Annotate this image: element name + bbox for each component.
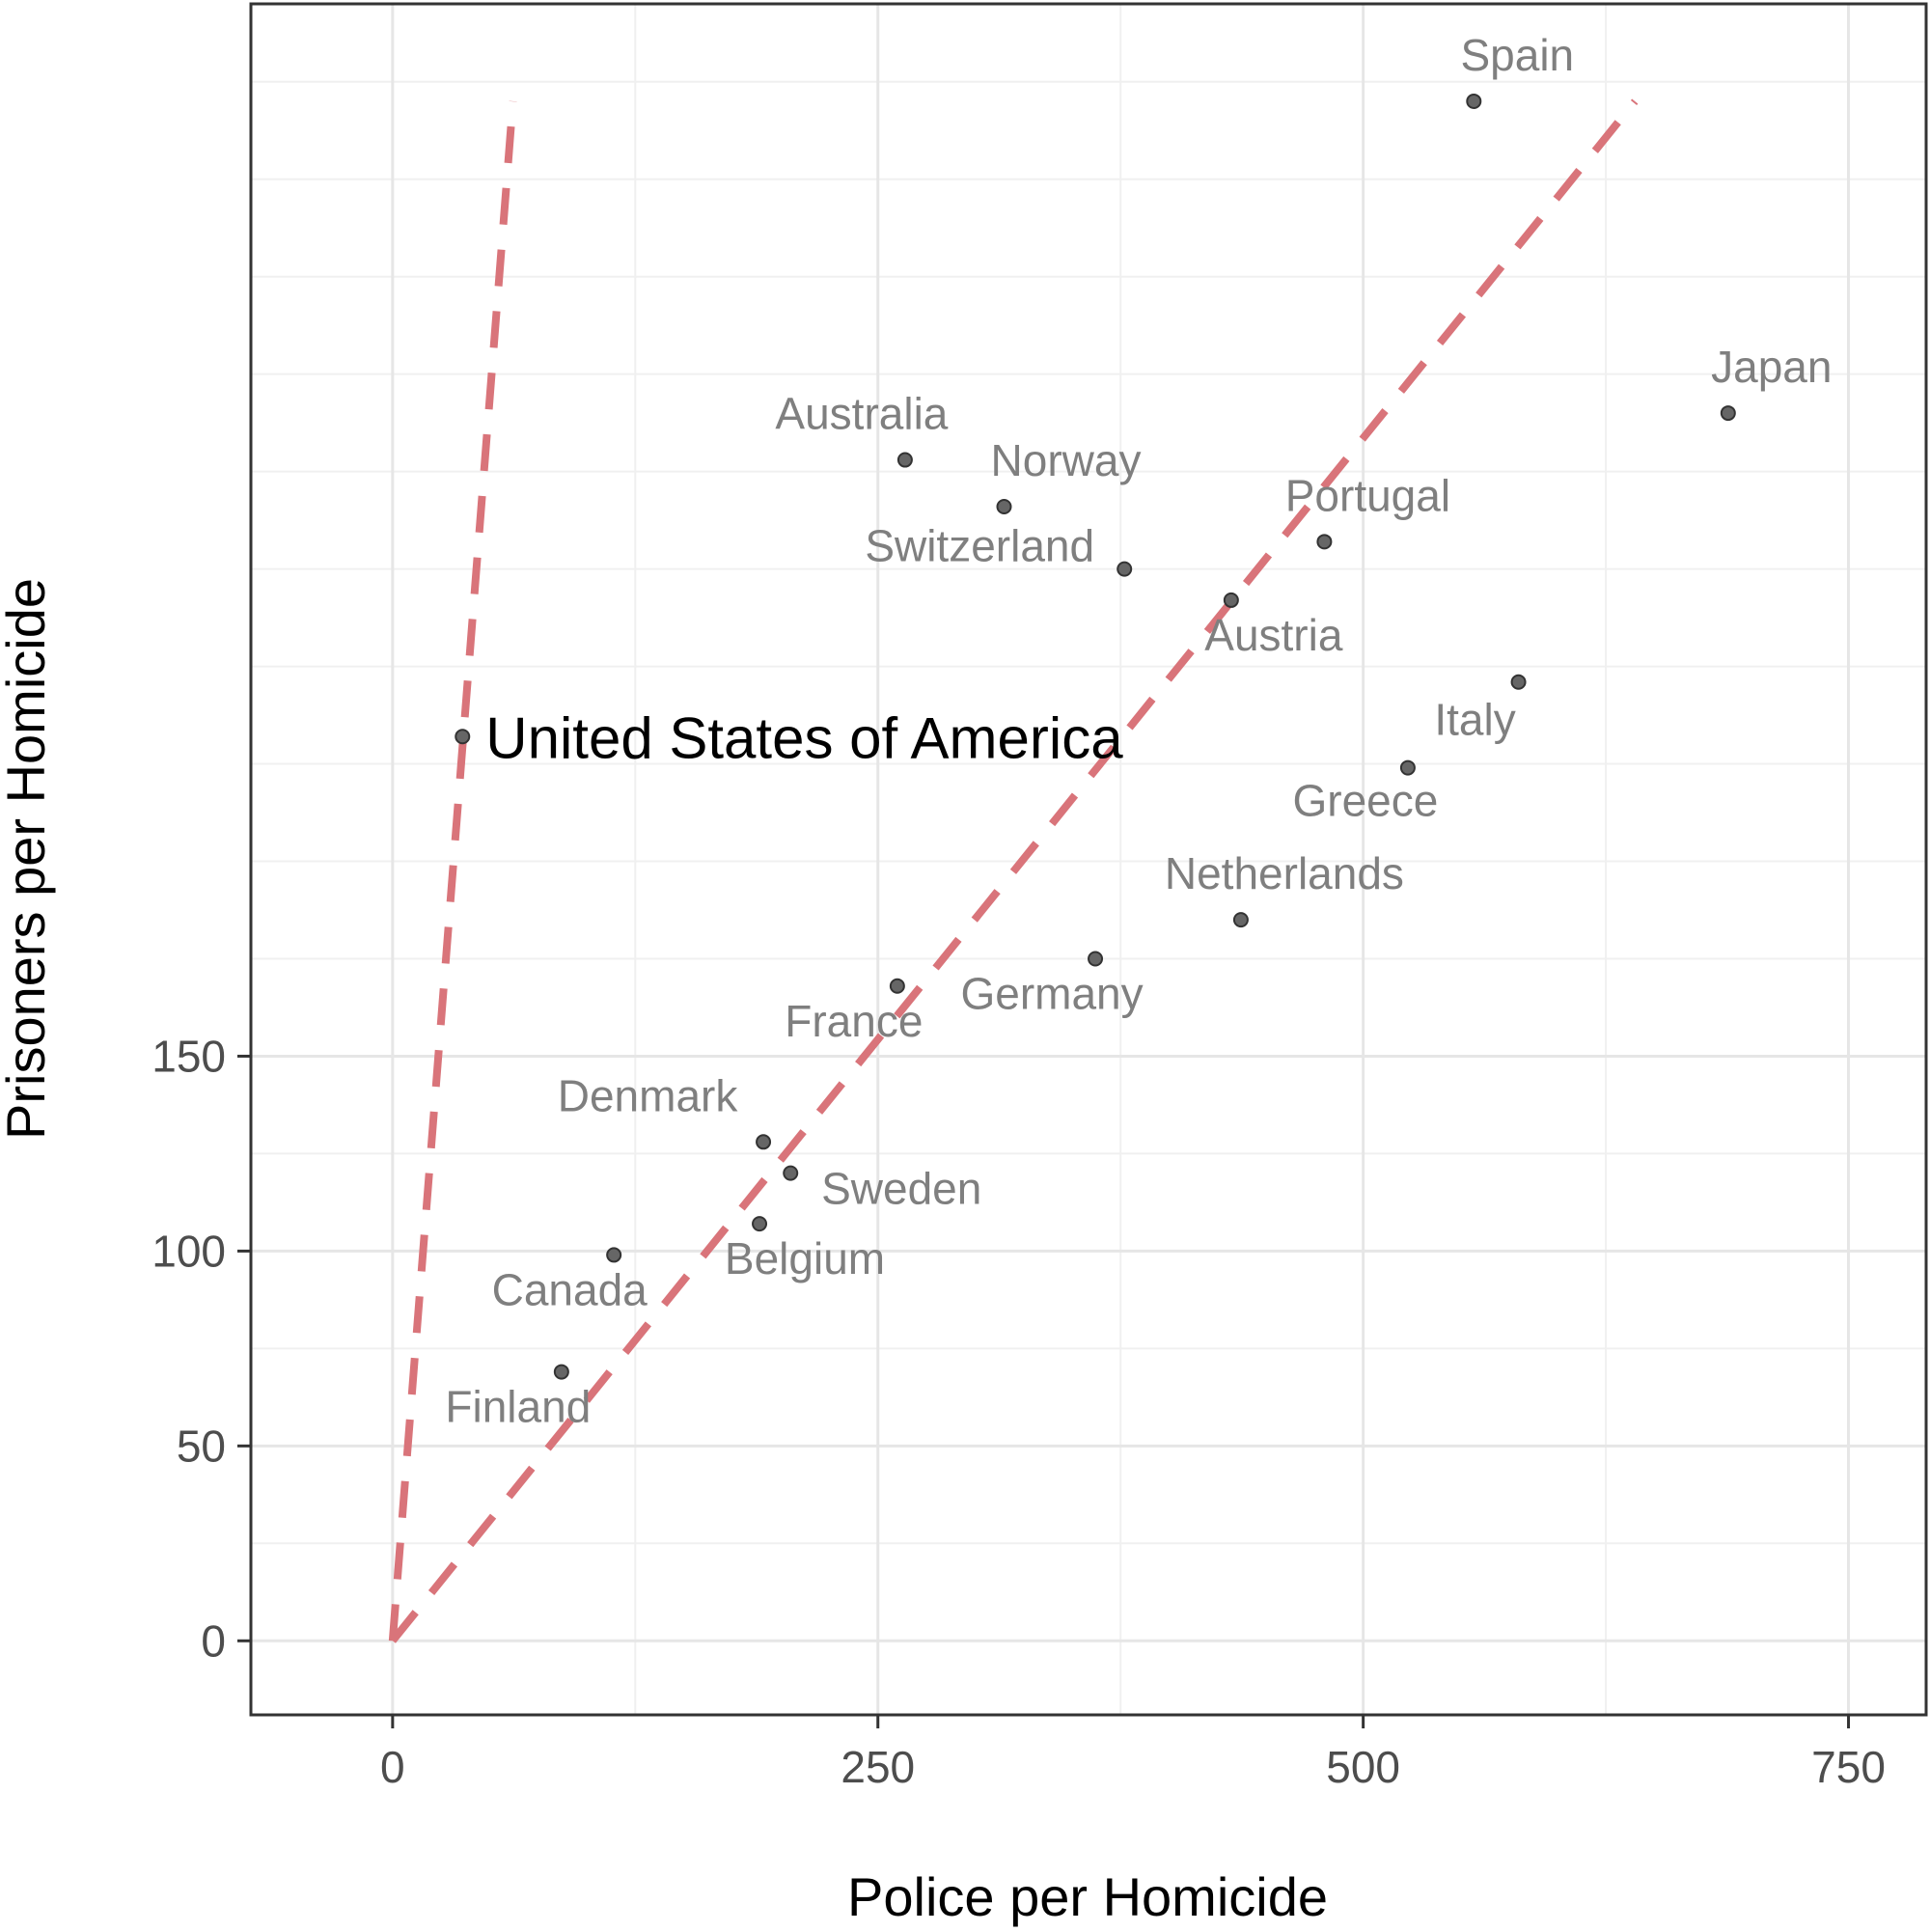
data-point xyxy=(606,1247,622,1263)
x-axis: 0 250 500 750 xyxy=(380,1715,1886,1792)
x-axis-title: Police per Homicide xyxy=(847,1866,1328,1927)
data-point xyxy=(783,1165,799,1181)
point-label: Sweden xyxy=(821,1164,981,1214)
data-point xyxy=(896,452,913,468)
point-label: Denmark xyxy=(558,1070,739,1120)
point-label: France xyxy=(785,996,923,1046)
point-label: Australia xyxy=(775,389,948,439)
y-tick-label: 0 xyxy=(201,1615,226,1666)
data-point xyxy=(553,1364,569,1380)
y-tick-label: 100 xyxy=(152,1226,226,1276)
data-point xyxy=(752,1216,768,1232)
point-label: Norway xyxy=(991,435,1142,485)
reference-line xyxy=(388,100,517,1642)
data-point xyxy=(1510,674,1527,690)
reference-lines xyxy=(388,98,1639,1643)
point-label: Spain xyxy=(1460,30,1574,80)
point-label: Germany xyxy=(960,968,1143,1018)
y-tick-label: 50 xyxy=(177,1421,226,1471)
data-point xyxy=(756,1134,772,1150)
point-label: Netherlands xyxy=(1165,848,1404,898)
point-label: Japan xyxy=(1711,342,1832,392)
point-labels: Spain Japan Australia Norway Portugal Switzer… xyxy=(445,30,1832,1432)
data-point xyxy=(996,498,1012,514)
x-tick-label: 0 xyxy=(380,1742,405,1792)
data-point xyxy=(1316,534,1333,550)
data-point xyxy=(1466,93,1482,109)
point-label: Portugal xyxy=(1285,470,1450,520)
point-label: Austria xyxy=(1204,610,1343,660)
data-point xyxy=(1088,951,1104,967)
data-point xyxy=(1399,759,1416,776)
point-label: Finland xyxy=(445,1382,591,1432)
plot-panel-border xyxy=(249,2,1928,1717)
point-label: Switzerland xyxy=(865,521,1094,571)
y-axis-title: Prisoners per Homicide xyxy=(0,578,56,1140)
x-tick-label: 750 xyxy=(1811,1742,1886,1792)
grid-lines xyxy=(251,4,1926,1715)
data-points xyxy=(455,93,1736,1380)
x-tick-label: 250 xyxy=(841,1742,915,1792)
y-tick-label: 150 xyxy=(152,1031,226,1081)
point-label: Greece xyxy=(1292,776,1438,826)
data-point xyxy=(1117,561,1133,577)
data-point xyxy=(1223,592,1239,608)
point-label: Belgium xyxy=(725,1233,885,1283)
data-point xyxy=(1720,405,1736,422)
point-label: United States of America xyxy=(485,705,1123,770)
point-label: Italy xyxy=(1434,695,1515,745)
point-label: Canada xyxy=(492,1264,648,1314)
reference-line xyxy=(389,98,1639,1643)
y-axis: 0 50 100 150 xyxy=(152,1031,251,1666)
data-point xyxy=(889,978,905,994)
data-point xyxy=(1232,912,1249,928)
x-tick-label: 500 xyxy=(1326,1742,1400,1792)
data-point xyxy=(455,729,471,745)
